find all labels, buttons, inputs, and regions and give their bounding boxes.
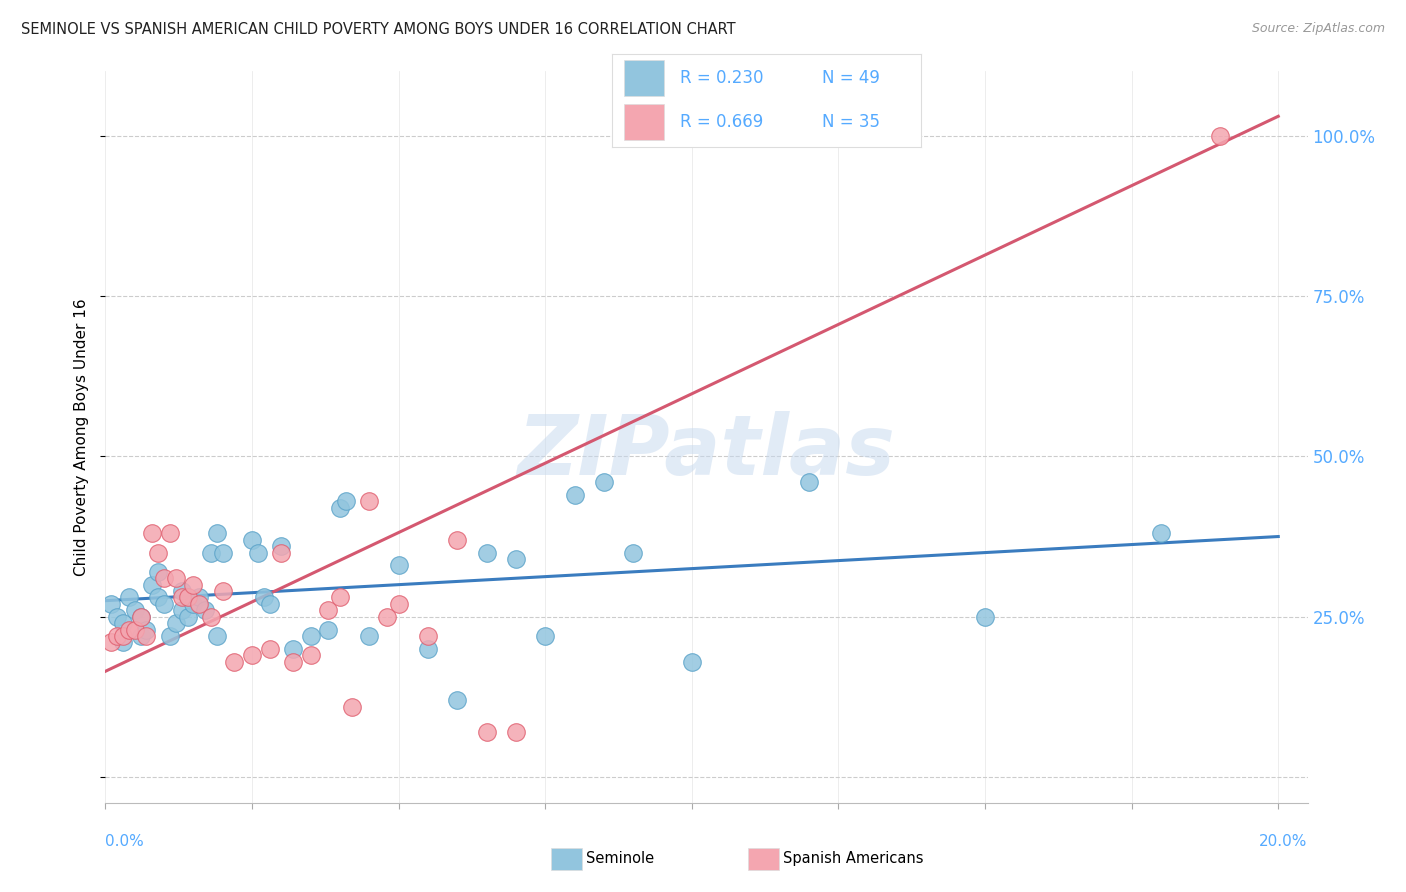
- Text: N = 35: N = 35: [823, 113, 880, 131]
- Point: [359, 494, 381, 508]
- Point: [165, 616, 187, 631]
- Point: [105, 629, 128, 643]
- Point: [165, 571, 187, 585]
- Text: SEMINOLE VS SPANISH AMERICAN CHILD POVERTY AMONG BOYS UNDER 16 CORRELATION CHART: SEMINOLE VS SPANISH AMERICAN CHILD POVER…: [21, 22, 735, 37]
- Text: 0.0%: 0.0%: [105, 834, 145, 849]
- Y-axis label: Child Poverty Among Boys Under 16: Child Poverty Among Boys Under 16: [75, 298, 90, 576]
- Point: [224, 655, 246, 669]
- Point: [446, 533, 468, 547]
- Point: [170, 591, 193, 605]
- Point: [797, 475, 820, 489]
- Point: [124, 623, 146, 637]
- Point: [200, 545, 222, 559]
- Point: [148, 545, 170, 559]
- Point: [159, 629, 181, 643]
- Point: [100, 635, 122, 649]
- Point: [281, 641, 304, 656]
- Point: [388, 558, 411, 573]
- Point: [1150, 526, 1173, 541]
- Point: [112, 629, 135, 643]
- Point: [183, 577, 205, 591]
- Text: R = 0.669: R = 0.669: [679, 113, 763, 131]
- Point: [505, 725, 527, 739]
- Text: Source: ZipAtlas.com: Source: ZipAtlas.com: [1251, 22, 1385, 36]
- Point: [416, 641, 439, 656]
- Point: [388, 597, 411, 611]
- Point: [170, 603, 193, 617]
- Point: [246, 545, 269, 559]
- Point: [124, 603, 146, 617]
- Point: [135, 629, 157, 643]
- Point: [129, 609, 152, 624]
- Text: Seminole: Seminole: [586, 851, 654, 865]
- Point: [118, 623, 141, 637]
- Point: [129, 629, 152, 643]
- Point: [135, 623, 157, 637]
- Point: [205, 526, 228, 541]
- Point: [129, 609, 152, 624]
- Point: [253, 591, 276, 605]
- Point: [259, 597, 281, 611]
- Point: [281, 655, 304, 669]
- Point: [299, 648, 322, 663]
- Point: [446, 693, 468, 707]
- Point: [1208, 128, 1230, 143]
- Point: [534, 629, 557, 643]
- Point: [176, 591, 198, 605]
- Point: [240, 648, 263, 663]
- Point: [335, 494, 357, 508]
- Point: [141, 526, 163, 541]
- Text: N = 49: N = 49: [823, 69, 880, 87]
- Point: [188, 597, 211, 611]
- Point: [340, 699, 363, 714]
- Point: [270, 545, 292, 559]
- Point: [200, 609, 222, 624]
- Point: [112, 616, 135, 631]
- Point: [159, 526, 181, 541]
- Point: [316, 623, 339, 637]
- Point: [211, 545, 233, 559]
- Point: [329, 591, 352, 605]
- Point: [112, 635, 135, 649]
- Point: [176, 609, 198, 624]
- Point: [681, 655, 703, 669]
- Point: [299, 629, 322, 643]
- Point: [621, 545, 644, 559]
- Point: [118, 591, 141, 605]
- Text: Spanish Americans: Spanish Americans: [783, 851, 924, 865]
- Point: [205, 629, 228, 643]
- Point: [183, 597, 205, 611]
- Point: [153, 571, 176, 585]
- Point: [270, 539, 292, 553]
- Point: [329, 500, 352, 515]
- Point: [416, 629, 439, 643]
- Text: R = 0.230: R = 0.230: [679, 69, 763, 87]
- Point: [564, 488, 586, 502]
- Point: [505, 552, 527, 566]
- Point: [240, 533, 263, 547]
- Point: [188, 591, 211, 605]
- Point: [148, 591, 170, 605]
- Text: 20.0%: 20.0%: [1260, 834, 1308, 849]
- Point: [593, 475, 616, 489]
- Point: [259, 641, 281, 656]
- Point: [316, 603, 339, 617]
- Point: [148, 565, 170, 579]
- Point: [475, 545, 498, 559]
- Point: [141, 577, 163, 591]
- Point: [170, 584, 193, 599]
- Point: [211, 584, 233, 599]
- Text: ZIPatlas: ZIPatlas: [517, 411, 896, 492]
- Point: [105, 609, 128, 624]
- Point: [475, 725, 498, 739]
- Point: [974, 609, 997, 624]
- FancyBboxPatch shape: [624, 104, 664, 140]
- Point: [194, 603, 217, 617]
- Point: [153, 597, 176, 611]
- FancyBboxPatch shape: [624, 60, 664, 95]
- Point: [359, 629, 381, 643]
- Point: [375, 609, 398, 624]
- Point: [100, 597, 122, 611]
